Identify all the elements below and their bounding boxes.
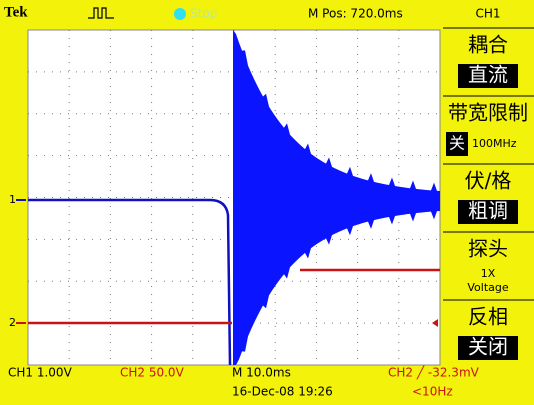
footer-date: 16-Dec-08 19:26	[232, 385, 333, 399]
footer-ch2: CH2 50.0V	[120, 366, 185, 380]
brand: Tek	[4, 4, 28, 20]
menu-value: 直流	[468, 63, 508, 87]
menu-title: 带宽限制	[448, 101, 528, 125]
footer-trigger: CH2 ╱ -32.3mV	[388, 365, 480, 380]
position: M Pos: 720.0ms	[308, 7, 403, 21]
run-indicator	[174, 8, 186, 20]
menu-title: 伏/格	[465, 169, 512, 193]
footer-timebase: M 10.0ms	[232, 366, 291, 380]
scope-screen: Tek Stop M Pos: 720.0ms CH1 1 2 耦合直流带宽限制…	[0, 0, 534, 405]
status: Stop	[190, 7, 217, 21]
menu-line: Voltage	[467, 281, 508, 294]
menu-title: 探头	[468, 237, 508, 261]
menu-value: 粗调	[468, 199, 508, 223]
menu-line: 1X	[481, 267, 496, 280]
ch1-marker: 1	[9, 193, 16, 206]
menu-value: 关闭	[468, 335, 508, 359]
footer-freq: <10Hz	[412, 385, 453, 399]
channel: CH1	[475, 7, 500, 21]
menu-extra: 100MHz	[472, 137, 517, 150]
menu-title: 反相	[468, 305, 508, 329]
menu-title: 耦合	[468, 33, 508, 57]
ch2-marker: 2	[9, 316, 16, 329]
footer-ch1: CH1 1.00V	[8, 366, 73, 380]
menu-value: 关	[449, 134, 465, 153]
